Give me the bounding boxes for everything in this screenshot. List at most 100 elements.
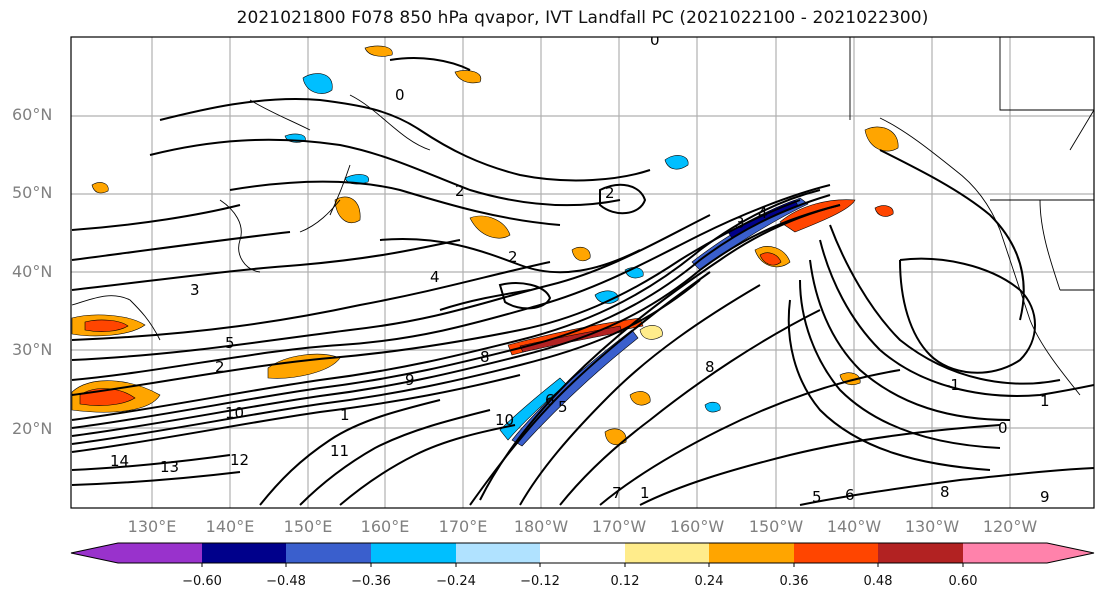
- colorbar-segment: [878, 543, 963, 563]
- colorbar-extend-high: [1047, 543, 1094, 563]
- colorbar-segment: [794, 543, 878, 563]
- colorbar-tick-label: 0.60: [949, 574, 978, 589]
- positive-anomaly-blob: [469, 215, 511, 239]
- positive-anomaly-blob: [571, 246, 591, 262]
- positive-anomaly-blob: [84, 319, 129, 332]
- lon-label: 170°W: [592, 517, 647, 536]
- lon-label: 130°E: [128, 517, 177, 536]
- positive-anomaly-blob: [759, 252, 782, 266]
- colorbar-extend-low: [71, 543, 118, 563]
- lon-label: 140°W: [827, 517, 882, 536]
- positive-anomaly-blob: [604, 428, 627, 445]
- colorbar-tick-label: 0.12: [611, 574, 640, 589]
- negative-anomaly-spot: [704, 401, 721, 413]
- colorbar-segment: [202, 543, 286, 563]
- contour-label: 0: [395, 86, 405, 104]
- latitude-labels: 60°N 50°N 40°N 30°N 20°N: [12, 105, 52, 438]
- contour-label: 7: [612, 484, 622, 502]
- positive-anomaly-blob: [639, 325, 663, 340]
- lon-label: 120°W: [983, 517, 1038, 536]
- lon-label: 150°W: [749, 517, 804, 536]
- contour-label: 3: [190, 281, 200, 299]
- colorbar-tick-label: −0.12: [520, 574, 560, 589]
- ivt-contours: [71, 57, 1094, 506]
- contour-label: 13: [160, 458, 179, 476]
- contour-label: 9: [405, 371, 415, 389]
- colorbar-tick-label: −0.60: [182, 574, 222, 589]
- colorbar-segment: [456, 543, 540, 563]
- contour-label: 2: [605, 184, 615, 202]
- colorbar-segment: [963, 543, 1047, 563]
- colorbar-segment: [371, 543, 456, 563]
- lon-label: 160°W: [670, 517, 725, 536]
- lat-label: 40°N: [12, 262, 52, 281]
- colorbar-segment: [540, 543, 625, 563]
- contour-label: 1: [640, 484, 650, 502]
- lon-label: 130°W: [905, 517, 960, 536]
- contour-label: 2: [455, 182, 465, 200]
- contour-label: 0: [998, 419, 1008, 437]
- lon-label: 140°E: [206, 517, 255, 536]
- qvapor-shading: [71, 45, 899, 447]
- positive-anomaly-blob: [364, 45, 393, 57]
- colorbar-tick-label: −0.24: [436, 574, 476, 589]
- contour-label: 1: [1040, 392, 1050, 410]
- colorbar-tick-label: 0.48: [864, 574, 893, 589]
- lat-label: 20°N: [12, 419, 52, 438]
- lon-label: 180°W: [514, 517, 569, 536]
- lat-label: 50°N: [12, 183, 52, 202]
- colorbar-segment: [286, 543, 371, 563]
- contour-label: 9: [1040, 488, 1050, 506]
- contour-label: 12: [230, 451, 249, 469]
- positive-anomaly-blob: [629, 391, 651, 406]
- contour-label: 6: [545, 391, 555, 409]
- lat-label: 60°N: [12, 105, 52, 124]
- map-title: 2021021800 F078 850 hPa qvapor, IVT Land…: [236, 8, 929, 28]
- contour-label: 4: [758, 204, 768, 222]
- colorbar-segment: [118, 543, 202, 563]
- positive-anomaly-blob: [454, 70, 482, 84]
- graticule: [71, 37, 1094, 508]
- contour-label: 2: [508, 248, 518, 266]
- lon-label: 150°E: [284, 517, 333, 536]
- colorbar-tick-label: 0.36: [780, 574, 809, 589]
- colorbar-tick-label: −0.48: [266, 574, 306, 589]
- positive-anomaly-blob: [779, 199, 856, 233]
- plot-frame: [70, 36, 1095, 509]
- contour-label: 8: [940, 483, 950, 501]
- colorbar-tick-label: −0.36: [351, 574, 391, 589]
- negative-anomaly-spot: [302, 73, 333, 94]
- contour-label: 5: [225, 334, 235, 352]
- lon-label: 160°E: [361, 517, 410, 536]
- colorbar-outline: [70, 542, 1095, 564]
- positive-anomaly-blob: [334, 196, 361, 224]
- contour-label: 8: [705, 358, 715, 376]
- contour-label: 1: [340, 406, 350, 424]
- colorbar-segment: [625, 543, 709, 563]
- contour-labels: 0 0 2 2 2 3 3 4 4 5 5 6 7 8 8 9 10 10 11…: [110, 31, 1050, 506]
- longitude-labels: 130°E 140°E 150°E 160°E 170°E 180°W 170°W 160°W…: [128, 517, 1038, 536]
- contour-label: -1: [945, 376, 960, 394]
- colorbar-segment: [709, 543, 794, 563]
- contour-label: 10: [225, 404, 244, 422]
- positive-anomaly-blob: [91, 182, 109, 194]
- contour-label: 4: [430, 268, 440, 286]
- positive-anomaly-blob: [864, 126, 899, 152]
- contour-label: 6: [845, 486, 855, 504]
- colorbar-tick-label: 0.24: [695, 574, 724, 589]
- negative-anomaly-spot: [664, 155, 689, 170]
- contour-label: 10: [495, 411, 514, 429]
- contour-label: 14: [110, 452, 129, 470]
- contour-label: 5: [812, 488, 822, 506]
- lon-label: 170°E: [439, 517, 488, 536]
- colorbar: −0.60 −0.48 −0.36 −0.24 −0.12 0.12 0.24 0.36 0.4…: [70, 542, 1095, 589]
- coastlines: [71, 37, 1094, 396]
- contour-label: 11: [330, 442, 349, 460]
- negative-anomaly-band-south: [511, 329, 639, 447]
- negative-anomaly-spot: [594, 290, 619, 304]
- contour-label: 2: [215, 358, 225, 376]
- contour-label: 5: [558, 398, 568, 416]
- contour-label: 0: [650, 31, 660, 49]
- contour-label: 8: [480, 348, 490, 366]
